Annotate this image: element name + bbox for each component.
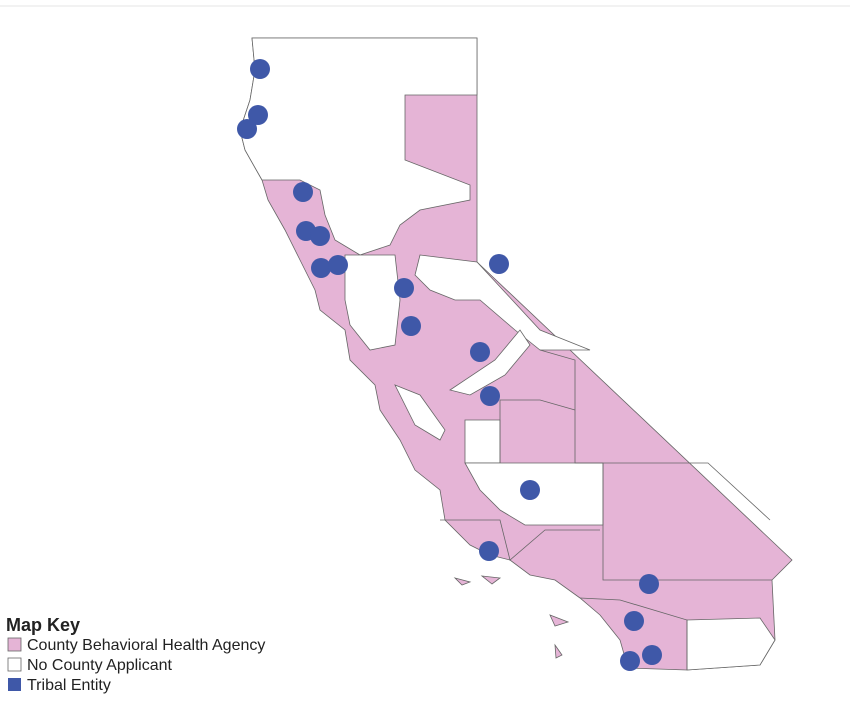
tribal-marker (237, 119, 257, 139)
county-lines (602, 463, 772, 581)
tribal-marker (293, 182, 313, 202)
tribal-marker (394, 278, 414, 298)
legend-label: No County Applicant (27, 657, 173, 674)
island (549, 614, 570, 627)
legend-swatch (7, 657, 22, 672)
mariposa-area (449, 329, 531, 396)
california-map (239, 37, 793, 671)
legend-swatch (7, 637, 22, 652)
tribal-marker (248, 105, 268, 125)
tribal-marker (250, 59, 270, 79)
island (453, 577, 472, 586)
kings-county (464, 419, 501, 464)
sierra-counties (414, 254, 591, 351)
county-lines (579, 597, 688, 670)
tribal-marker (489, 254, 509, 274)
island (480, 575, 502, 585)
legend: Map Key County Behavioral Health Agency … (6, 615, 265, 694)
tribal-marker (310, 226, 330, 246)
central-valley-counties (344, 254, 401, 351)
tribal-entities (237, 59, 662, 671)
tribal-marker (642, 645, 662, 665)
legend-label: Tribal Entity (27, 677, 111, 694)
tribal-marker (520, 480, 540, 500)
county-lines (539, 349, 771, 521)
monterey-inland (394, 384, 446, 441)
tribal-marker (470, 342, 490, 362)
island (554, 643, 563, 659)
tribal-marker (620, 651, 640, 671)
tribal-marker (639, 574, 659, 594)
tribal-marker (480, 386, 500, 406)
legend-title: Map Key (6, 615, 80, 635)
county-lines (499, 399, 576, 463)
tribal-marker (624, 611, 644, 631)
county-lines (440, 519, 600, 561)
tribal-marker (401, 316, 421, 336)
tribal-marker (479, 541, 499, 561)
legend-swatch (8, 678, 21, 691)
tribal-marker (328, 255, 348, 275)
tribal-marker (311, 258, 331, 278)
imperial-county (686, 617, 776, 671)
legend-label: County Behavioral Health Agency (27, 637, 265, 654)
